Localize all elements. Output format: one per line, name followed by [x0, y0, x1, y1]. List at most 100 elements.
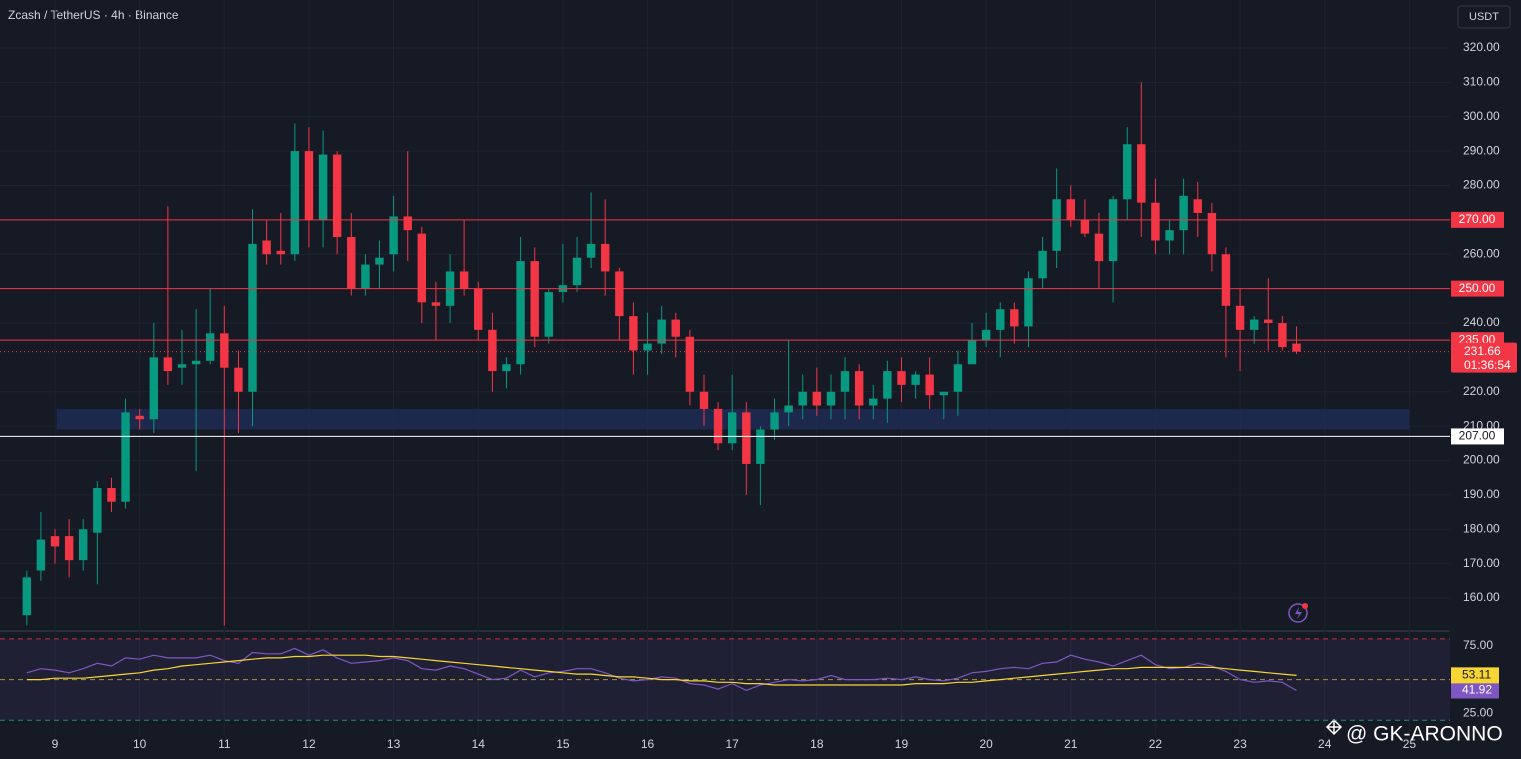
y-tick-label: 240.00 — [1463, 315, 1500, 329]
candle-body — [135, 415, 144, 420]
candle-body — [854, 371, 864, 406]
rsi-value-label: 41.92 — [1462, 683, 1492, 697]
y-tick-label: 320.00 — [1463, 40, 1500, 54]
candle-body — [220, 333, 229, 368]
level-label-box — [1451, 280, 1504, 297]
x-tick-label: 20 — [979, 737, 993, 751]
x-tick-label: 13 — [387, 737, 401, 751]
candle-body — [191, 360, 201, 365]
candle-body — [417, 233, 427, 303]
candle-body — [784, 405, 793, 413]
candle-body — [1052, 199, 1061, 251]
candle-body — [770, 412, 779, 430]
candle-body — [1080, 219, 1090, 234]
candle-body — [615, 271, 624, 317]
x-tick-label: 15 — [556, 737, 570, 751]
x-tick-label: 23 — [1233, 737, 1247, 751]
y-tick-label: 200.00 — [1463, 453, 1500, 467]
candle-body — [699, 391, 709, 409]
currency-button[interactable] — [1457, 5, 1511, 29]
y-tick-label: 190.00 — [1463, 487, 1500, 501]
candle-body — [685, 336, 695, 392]
candle-body — [107, 487, 116, 502]
x-tick-label: 16 — [641, 737, 655, 751]
last-price-box — [1451, 342, 1517, 373]
candle-body — [911, 374, 920, 385]
alert-icon[interactable] — [1288, 603, 1308, 623]
candle-body — [1066, 199, 1075, 220]
candle-body — [657, 319, 666, 344]
candle-body — [121, 412, 130, 502]
candle-body — [1264, 319, 1273, 323]
candle-body — [742, 412, 751, 464]
candle-body — [262, 240, 271, 255]
candle-body — [304, 151, 314, 220]
x-tick-label: 18 — [810, 737, 824, 751]
x-tick-label: 19 — [895, 737, 909, 751]
candle-body — [840, 371, 850, 392]
candle-body — [361, 264, 370, 289]
candle-body — [64, 536, 74, 561]
candle-body — [502, 364, 511, 372]
candle-body — [897, 371, 906, 385]
candle-body — [276, 250, 285, 255]
y-tick-label: 220.00 — [1463, 384, 1500, 398]
candle-body — [1094, 233, 1104, 262]
candle-body — [93, 487, 102, 533]
y-tick-label: 300.00 — [1463, 109, 1500, 123]
candle-body — [953, 364, 963, 392]
level-label: 250.00 — [1459, 281, 1496, 295]
watermark-icon — [1325, 718, 1343, 736]
y-tick-label: 170.00 — [1463, 556, 1500, 570]
x-tick-label: 14 — [472, 737, 486, 751]
y-tick-label: 180.00 — [1463, 521, 1500, 535]
x-tick-label: 22 — [1149, 737, 1163, 751]
candle-body — [459, 271, 469, 289]
candle-body — [1207, 212, 1217, 255]
rsi-value-box — [1451, 682, 1499, 699]
countdown-label: 01:36:54 — [1464, 358, 1511, 372]
candle-body — [869, 398, 878, 406]
candle-body — [431, 302, 441, 306]
candle-body — [149, 357, 159, 420]
candle-body — [1221, 254, 1231, 306]
candle-body — [318, 154, 328, 220]
candle-body — [812, 391, 822, 406]
candle-body — [50, 536, 60, 547]
candle-body — [1123, 144, 1132, 200]
candle-body — [1165, 230, 1174, 241]
candle-body — [1292, 343, 1301, 352]
x-tick-label: 12 — [302, 737, 316, 751]
x-tick-label: 25 — [1403, 737, 1417, 751]
candle-body — [248, 243, 257, 392]
rsi-tick-label: 75.00 — [1463, 638, 1493, 652]
candle-body — [474, 288, 483, 330]
y-tick-label: 160.00 — [1463, 590, 1500, 604]
candle-body — [332, 154, 342, 238]
candle-body — [925, 374, 934, 396]
candle-body — [205, 333, 215, 361]
candle-body — [347, 237, 356, 289]
candle-body — [36, 539, 46, 571]
x-tick-label: 21 — [1064, 737, 1078, 751]
candle-body — [1108, 199, 1118, 262]
candle-body — [177, 364, 187, 368]
y-tick-label: 290.00 — [1463, 143, 1500, 157]
level-label-box — [1451, 211, 1504, 228]
watermark: @ GK-ARONNO — [1346, 723, 1503, 746]
candle-body — [883, 371, 892, 399]
x-tick-label: 17 — [726, 737, 740, 751]
candle-body — [629, 316, 638, 351]
candle-body — [756, 429, 765, 464]
rsi-line — [26, 654, 1297, 686]
candle-body — [1024, 278, 1033, 327]
candle-body — [1179, 195, 1188, 231]
candle-body — [713, 408, 723, 444]
y-tick-label: 260.00 — [1463, 246, 1500, 260]
candle-body — [22, 577, 32, 616]
level-label: 207.00 — [1459, 429, 1496, 443]
candle-body — [601, 243, 610, 272]
candle-body — [826, 391, 836, 406]
candle-body — [1235, 305, 1245, 330]
level-label-box — [1451, 428, 1504, 445]
